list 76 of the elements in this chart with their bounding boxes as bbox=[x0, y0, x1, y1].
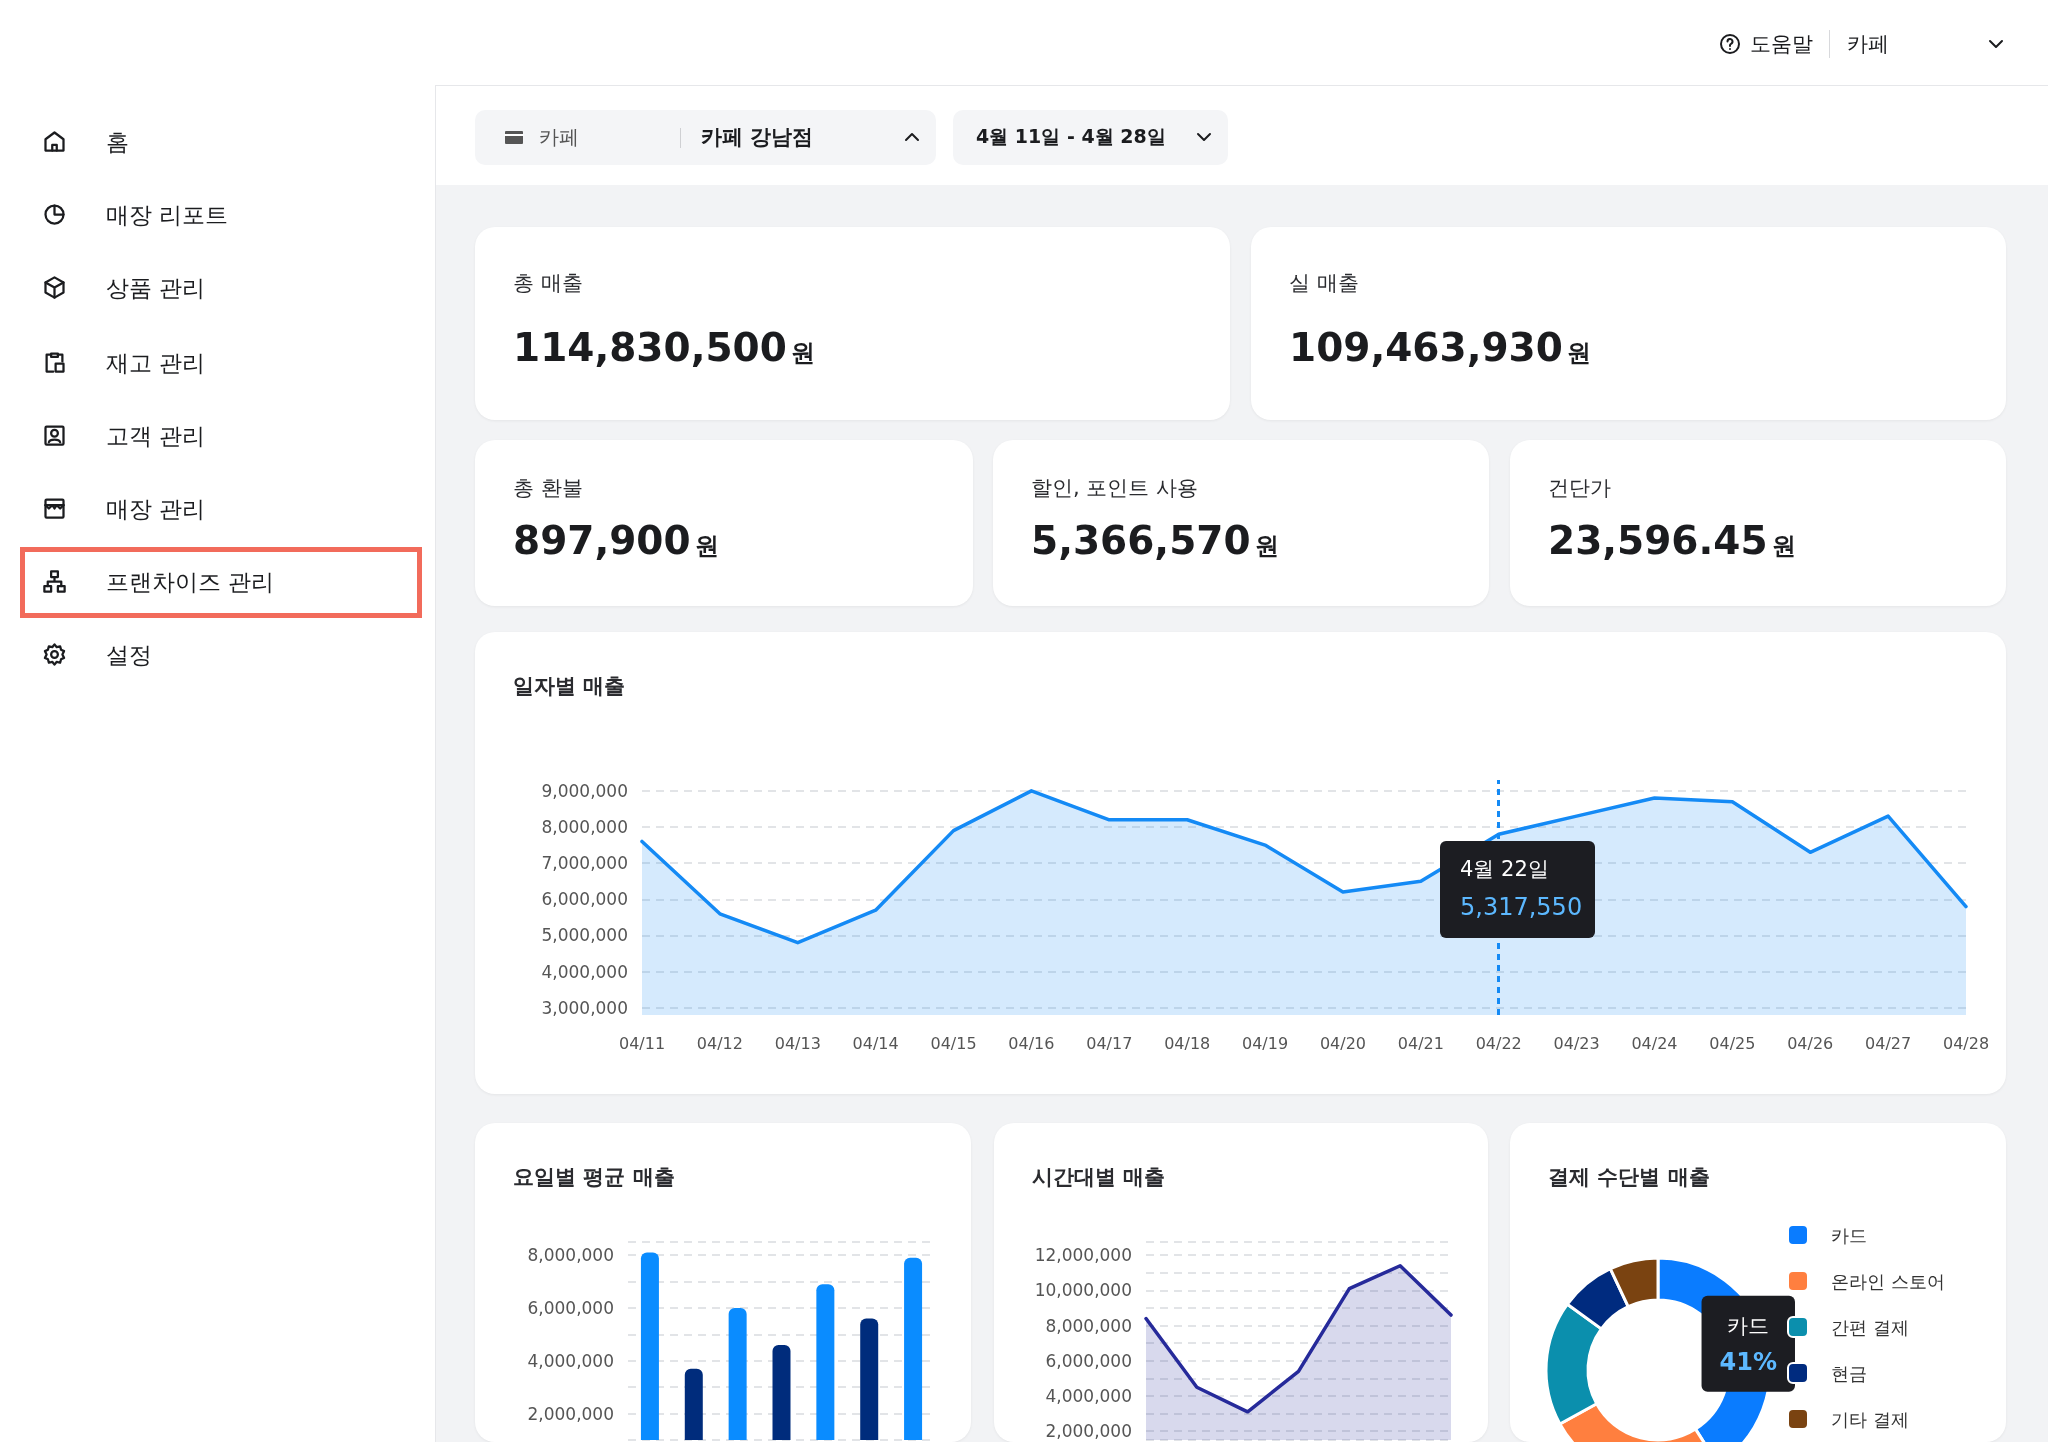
y-tick-label: 6,000,000 bbox=[527, 1298, 614, 1318]
annotation: 4월 22일 bbox=[1460, 856, 1549, 883]
x-tick-label: 04/18 bbox=[1164, 1033, 1211, 1053]
y-tick-label: 4,000,000 bbox=[1045, 1386, 1132, 1406]
x-tick-label: 04/27 bbox=[1865, 1033, 1912, 1053]
text: 원 bbox=[1566, 339, 1591, 367]
annotation: 5,317,550 bbox=[1460, 893, 1583, 921]
y-tick-label: 4,000,000 bbox=[527, 1350, 614, 1371]
x-tick-label: 04/21 bbox=[1397, 1033, 1444, 1053]
x-tick-label: 04/25 bbox=[1709, 1033, 1756, 1053]
x-tick-label: 04/16 bbox=[1008, 1033, 1055, 1053]
text: 재고 관리 bbox=[106, 349, 206, 378]
text: 원 bbox=[1771, 532, 1796, 560]
legend-label: 기타 결제 bbox=[1831, 1408, 1909, 1430]
chart-title: 요일별 평균 매출 bbox=[513, 1164, 675, 1191]
x-tick-label: 04/22 bbox=[1475, 1033, 1522, 1053]
data-label: 41% bbox=[1719, 1347, 1777, 1376]
x-tick-label: 04/26 bbox=[1787, 1033, 1834, 1053]
y-tick-label: 6,000,000 bbox=[1045, 1350, 1132, 1371]
y-tick-label: 12,000,000 bbox=[1034, 1245, 1132, 1266]
legend-label: 온라인 스토어 bbox=[1831, 1270, 1945, 1292]
x-tick-label: 04/28 bbox=[1942, 1033, 1990, 1053]
x-tick-label: 04/14 bbox=[852, 1033, 899, 1053]
text: 원 bbox=[694, 532, 719, 560]
text: 총 매출 bbox=[513, 270, 583, 297]
y-tick-label: 9,000,000 bbox=[541, 780, 628, 801]
text: 실 매출 bbox=[1289, 270, 1359, 297]
y-tick-label: 8,000,000 bbox=[541, 817, 628, 837]
chart-title: 시간대별 매출 bbox=[1032, 1164, 1166, 1191]
y-tick-label: 6,000,000 bbox=[541, 889, 628, 910]
x-tick-label: 04/19 bbox=[1242, 1033, 1289, 1053]
y-tick-label: 5,000,000 bbox=[541, 925, 628, 946]
legend-label: 현금 bbox=[1831, 1362, 1867, 1384]
text: 할인, 포인트 사용 bbox=[1031, 475, 1199, 502]
text: 114,830,500 bbox=[513, 325, 787, 370]
text: 카페 bbox=[1847, 31, 1889, 58]
text: 109,463,930 bbox=[1289, 325, 1563, 370]
text: 건단가 bbox=[1548, 475, 1611, 502]
y-tick-label: 8,000,000 bbox=[527, 1245, 614, 1266]
text: 5,366,570 bbox=[1031, 518, 1251, 563]
y-tick-label: 10,000,000 bbox=[1034, 1280, 1132, 1301]
text: 매장 관리 bbox=[106, 495, 206, 524]
x-tick-label: 04/24 bbox=[1631, 1033, 1678, 1053]
y-tick-label: 7,000,000 bbox=[541, 853, 628, 874]
x-tick-label: 04/20 bbox=[1319, 1033, 1366, 1053]
legend-label: 카드 bbox=[1831, 1224, 1867, 1246]
text: 원 bbox=[1254, 532, 1279, 560]
text: 도움말 bbox=[1750, 31, 1813, 58]
text: 897,900 bbox=[513, 518, 691, 563]
slice-label: 카드 bbox=[1727, 1313, 1770, 1338]
text: 23,596.45 bbox=[1548, 518, 1768, 563]
text: 원 bbox=[790, 339, 815, 367]
text: 4월 11일 - 4월 28일 bbox=[976, 124, 1166, 149]
text: 프랜차이즈 관리 bbox=[106, 568, 275, 597]
x-tick-label: 04/11 bbox=[618, 1033, 666, 1053]
y-tick-label: 2,000,000 bbox=[527, 1403, 614, 1424]
y-tick-label: 8,000,000 bbox=[1045, 1315, 1132, 1336]
text: 매장 리포트 bbox=[106, 201, 229, 230]
text: 홈 bbox=[106, 128, 129, 157]
text: 카페 강남점 bbox=[701, 124, 814, 151]
x-tick-label: 04/23 bbox=[1553, 1033, 1600, 1053]
legend-label: 간편 결제 bbox=[1831, 1316, 1909, 1338]
x-tick-label: 04/17 bbox=[1086, 1033, 1133, 1053]
chart-title: 일자별 매출 bbox=[513, 673, 626, 700]
y-tick-label: 4,000,000 bbox=[541, 961, 628, 982]
text: 설정 bbox=[106, 641, 152, 670]
x-tick-label: 04/13 bbox=[774, 1033, 821, 1053]
text: 카페 bbox=[539, 124, 579, 151]
text: 상품 관리 bbox=[106, 274, 206, 303]
y-tick-label: 3,000,000 bbox=[541, 997, 628, 1018]
text: 총 환불 bbox=[513, 475, 583, 502]
y-tick-label: 2,000,000 bbox=[1045, 1421, 1132, 1442]
x-tick-label: 04/12 bbox=[696, 1033, 743, 1053]
x-tick-label: 04/15 bbox=[930, 1033, 977, 1053]
text: 결제 수단별 매출 bbox=[1548, 1164, 1710, 1191]
text: 고객 관리 bbox=[106, 422, 206, 451]
